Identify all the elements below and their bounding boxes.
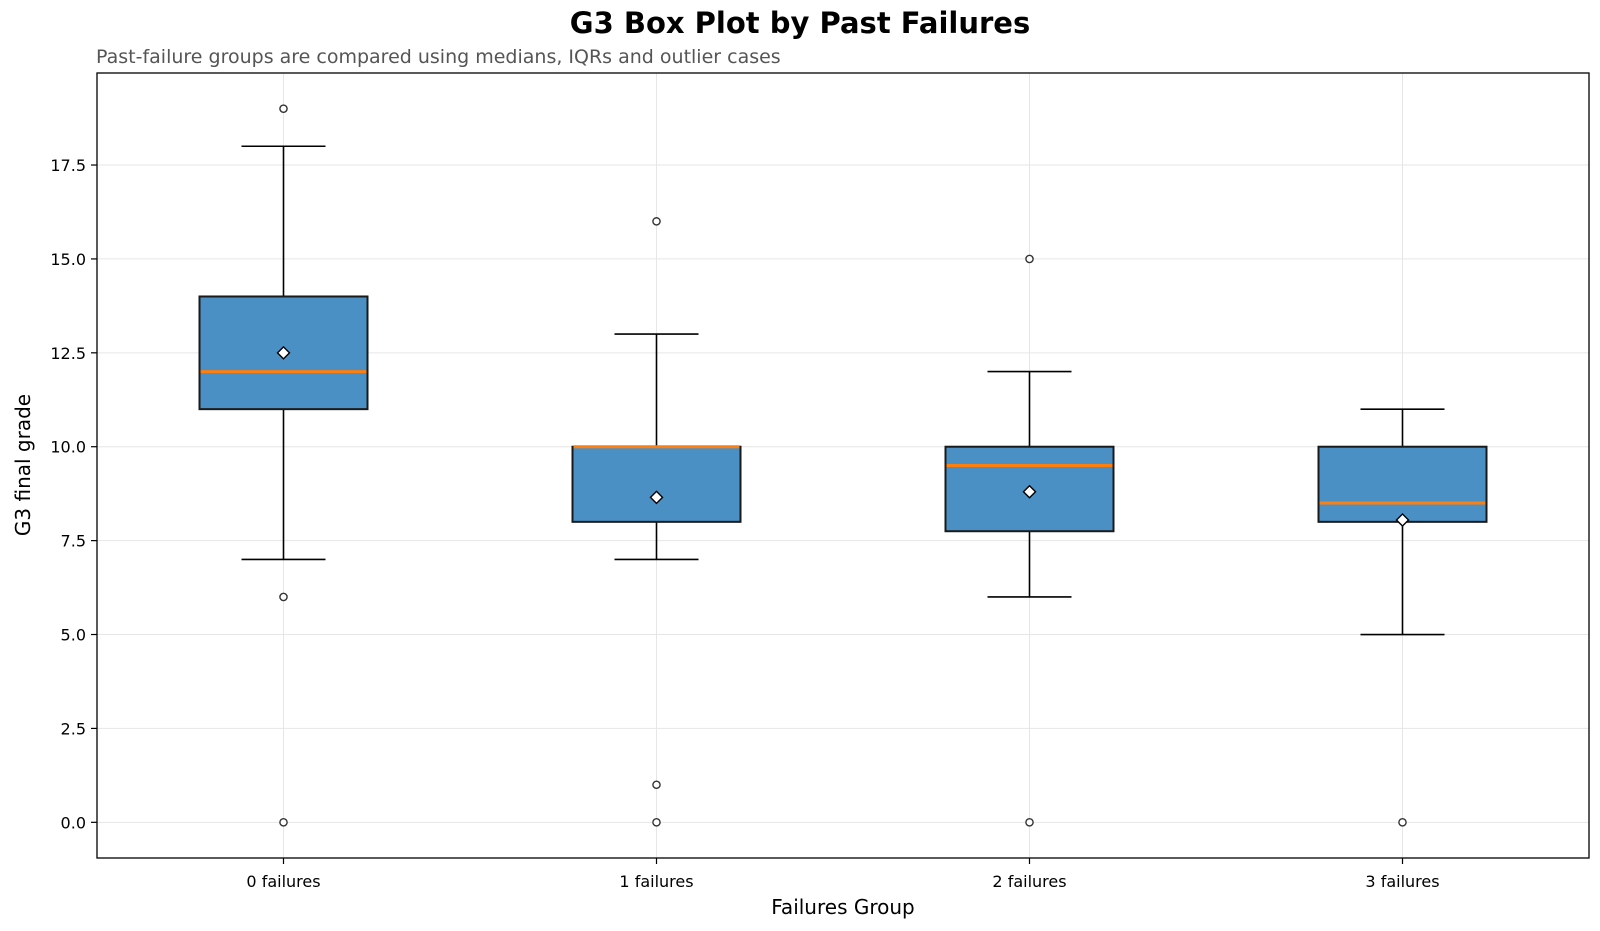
chart-title: G3 Box Plot by Past Failures	[569, 6, 1031, 40]
y-tick-label: 10.0	[50, 438, 86, 457]
mean-marker	[276, 345, 291, 360]
outlier-point	[279, 104, 288, 113]
x-tick-label: 3 failures	[1365, 872, 1439, 891]
iqr-box	[1317, 445, 1488, 523]
chart-subtitle: Past-failure groups are compared using m…	[96, 46, 781, 68]
y-tick-label: 2.5	[61, 719, 86, 738]
y-axis-label: G3 final grade	[11, 394, 35, 536]
mean-marker	[649, 490, 664, 505]
y-tick-label: 17.5	[50, 156, 86, 175]
x-tick-label: 0 failures	[246, 872, 320, 891]
outlier-point	[279, 818, 288, 827]
y-tick-label: 15.0	[50, 250, 86, 269]
axes: 0.0 2.5 5.0 7.5 10.0 12.5 15.0 17.5 0 failures 1 …	[50, 156, 1439, 891]
mean-marker	[1395, 512, 1410, 527]
x-tick-label: 1 failures	[619, 872, 693, 891]
y-tick-label: 12.5	[50, 344, 86, 363]
box-group	[571, 217, 742, 827]
outlier-point	[1398, 818, 1407, 827]
iqr-box	[198, 295, 369, 411]
outlier-point	[652, 780, 661, 790]
y-tick-label: 7.5	[61, 532, 86, 551]
box-group	[944, 254, 1115, 827]
y-tick-label: 0.0	[61, 813, 86, 832]
outlier-point	[652, 217, 661, 226]
outlier-point	[1025, 818, 1034, 827]
x-tick-label: 2 failures	[992, 872, 1066, 891]
outlier-point	[1025, 254, 1034, 264]
iqr-box	[571, 445, 742, 523]
mean-marker	[1022, 484, 1037, 499]
box-group	[1317, 408, 1488, 827]
box-plot-series	[198, 104, 1488, 827]
plot-frame	[96, 72, 1590, 859]
outlier-point	[279, 592, 288, 602]
outlier-point	[652, 818, 661, 827]
box-group	[198, 104, 369, 827]
x-axis-label: Failures Group	[771, 895, 914, 919]
y-tick-label: 5.0	[61, 626, 86, 645]
